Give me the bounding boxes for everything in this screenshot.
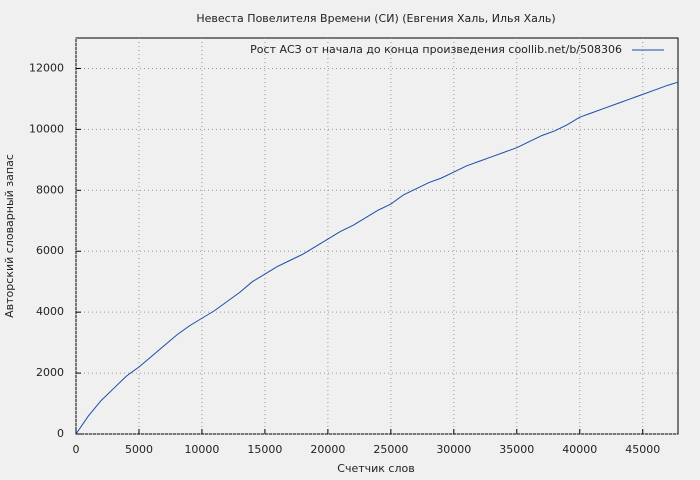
legend-label: Рост АСЗ от начала до конца произведения… <box>250 43 622 56</box>
x-tick-label: 40000 <box>562 443 597 456</box>
x-tick-label: 0 <box>73 443 80 456</box>
chart-title: Невеста Повелителя Времени (СИ) (Евгения… <box>196 12 555 25</box>
x-tick-label: 5000 <box>125 443 153 456</box>
y-tick-label: 4000 <box>36 305 64 318</box>
x-tick-label: 15000 <box>247 443 282 456</box>
x-tick-label: 25000 <box>373 443 408 456</box>
y-tick-label: 6000 <box>36 244 64 257</box>
x-axis-label: Счетчик слов <box>337 462 414 475</box>
plot-area <box>75 37 679 435</box>
y-tick-label: 2000 <box>36 366 64 379</box>
x-tick-label: 35000 <box>499 443 534 456</box>
x-tick-label: 20000 <box>310 443 345 456</box>
y-tick-label: 10000 <box>29 122 64 135</box>
data-line <box>75 81 679 435</box>
y-tick-label: 12000 <box>29 61 64 74</box>
x-tick-label: 30000 <box>436 443 471 456</box>
x-tick-label: 45000 <box>625 443 660 456</box>
x-tick-label: 10000 <box>184 443 219 456</box>
y-tick-label: 8000 <box>36 183 64 196</box>
y-tick-label: 0 <box>57 427 64 440</box>
y-axis-label: Авторский словарный запас <box>3 154 16 318</box>
